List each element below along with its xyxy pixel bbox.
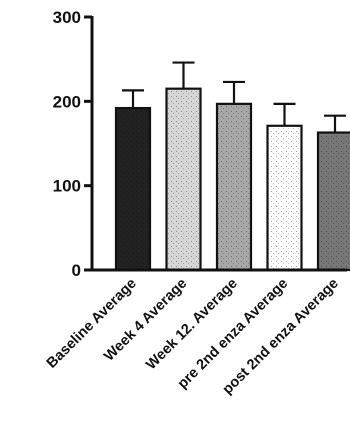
bar bbox=[316, 131, 350, 272]
bar-texture bbox=[117, 109, 149, 269]
error-bar bbox=[273, 102, 296, 126]
error-bar bbox=[172, 61, 195, 89]
bar bbox=[215, 102, 253, 272]
y-tick-label: 200 bbox=[53, 92, 81, 111]
error-bars-layer bbox=[122, 61, 346, 133]
y-tick-label: 0 bbox=[72, 261, 81, 280]
bar bbox=[114, 106, 152, 272]
bar-texture bbox=[167, 89, 200, 269]
error-bar bbox=[324, 114, 346, 133]
y-tick-label: 300 bbox=[53, 8, 81, 27]
bar-texture bbox=[218, 104, 250, 269]
error-bar bbox=[223, 80, 245, 104]
bar-texture bbox=[319, 133, 350, 269]
y-tick-labels: 0 100 200 300 bbox=[53, 8, 81, 280]
bar-texture bbox=[268, 126, 301, 269]
bar bbox=[165, 87, 202, 272]
bars-layer bbox=[114, 87, 350, 272]
axes-layer bbox=[84, 15, 347, 272]
error-bar bbox=[122, 89, 144, 109]
y-tick-label: 100 bbox=[53, 177, 81, 196]
x-category-label: Week 12. Average bbox=[143, 276, 241, 374]
x-category-label: Baseline Average bbox=[44, 276, 140, 372]
bar bbox=[266, 124, 303, 272]
